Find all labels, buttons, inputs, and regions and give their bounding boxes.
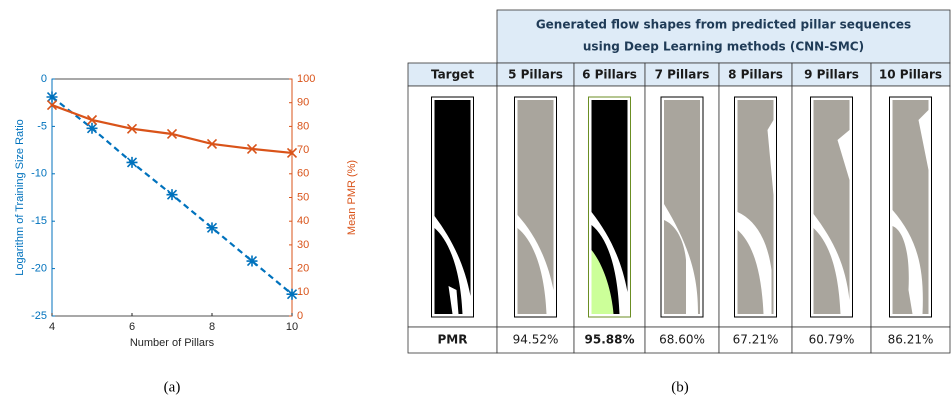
y2-tick-label: 50 [297, 191, 309, 203]
column-header: 7 Pillars [655, 68, 710, 82]
row-label: PMR [438, 333, 468, 347]
flow-shape [515, 97, 557, 317]
y2-tick-label: 60 [297, 168, 309, 180]
flow-shape [890, 97, 932, 317]
y-tick-label: -15 [31, 215, 47, 227]
pmr-value: 86.21% [888, 333, 934, 347]
flow-shape [432, 97, 474, 317]
data-marker [247, 256, 258, 267]
data-marker [207, 222, 218, 233]
x-tick-label: 8 [209, 321, 215, 333]
x-tick-label: 6 [129, 321, 135, 333]
y2-tick-label: 0 [297, 310, 303, 322]
flow-shape [589, 97, 631, 317]
y-axis-label: Logarithm of Training Size Ratio [14, 119, 26, 276]
y-tick-label: 0 [41, 73, 47, 85]
column-header: 8 Pillars [728, 68, 783, 82]
y2-tick-label: 100 [297, 73, 315, 85]
y-tick-label: -5 [37, 120, 47, 132]
y2-tick-label: 80 [297, 120, 309, 132]
pmr-value: 95.88% [585, 333, 635, 347]
x-axis-label: Number of Pillars [130, 337, 215, 349]
table-title: Generated flow shapes from predicted pil… [536, 18, 911, 32]
column-header: 6 Pillars [582, 68, 637, 82]
column-header: 10 Pillars [879, 68, 942, 82]
data-marker [287, 289, 298, 300]
y2-tick-label: 20 [297, 263, 309, 275]
column-header: 9 Pillars [804, 68, 859, 82]
column-header: Target [431, 68, 474, 82]
pmr-value: 60.79% [809, 333, 855, 347]
pmr-value: 68.60% [659, 333, 705, 347]
y2-tick-label: 90 [297, 97, 309, 109]
data-marker [127, 157, 138, 168]
data-marker [167, 189, 178, 200]
x-tick-label: 10 [286, 321, 298, 333]
y2-axis-label: Mean PMR (%) [346, 160, 358, 235]
caption: (b) [671, 379, 689, 395]
y-tick-label: -25 [31, 310, 47, 322]
column-header: 5 Pillars [508, 68, 563, 82]
flow-shape [811, 97, 853, 317]
y2-tick-label: 10 [297, 286, 309, 298]
y-tick-label: -20 [31, 263, 47, 275]
y2-tick-label: 30 [297, 239, 309, 251]
pmr-value: 67.21% [733, 333, 779, 347]
pmr-value: 94.52% [513, 333, 559, 347]
figure: (a) (b) 468100-5-10-15-20-25010203040506… [0, 0, 951, 412]
caption: (a) [164, 379, 181, 395]
x-tick-label: 4 [49, 321, 55, 333]
y2-tick-label: 70 [297, 144, 309, 156]
y-tick-label: -10 [31, 168, 47, 180]
y2-tick-label: 40 [297, 215, 309, 227]
table-title: using Deep Learning methods (CNN-SMC) [583, 40, 864, 54]
flow-shape [735, 97, 777, 317]
flow-shape [661, 97, 703, 317]
